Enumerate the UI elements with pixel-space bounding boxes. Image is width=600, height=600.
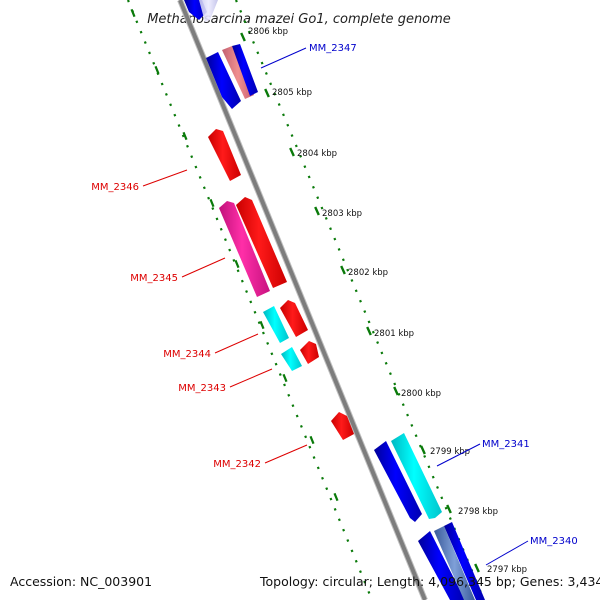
gene-label-leader [229,368,273,388]
map-title: Methanosarcina mazei Go1, complete genom… [147,12,451,27]
gene-label[interactable]: MM_2344 [163,349,211,360]
gene-label[interactable]: MM_2342 [213,459,261,470]
gene-label-leader [485,540,529,566]
feature-arrow[interactable] [281,347,302,371]
scale-tick-label: 2806 kbp [248,27,288,37]
feature-arrow[interactable] [199,0,218,22]
cds-arrow[interactable] [280,300,308,337]
scale-tick [366,326,372,336]
genome-summary-text: Topology: circular; Length: 4,096,345 bp… [260,574,600,589]
scale-tick-label: 2798 kbp [458,507,498,517]
scale-tick-label: 2802 kbp [348,268,388,278]
scale-tick [314,206,320,216]
tick-track-outer [126,0,371,594]
feature-track [184,0,485,600]
scale-tick-label: 2800 kbp [401,389,441,399]
gene-label-leader [214,333,259,354]
gene-label-leader [436,443,481,467]
track-tick [309,435,315,445]
cds-arrow[interactable] [444,522,485,600]
scale-tick [474,563,480,573]
scale-tick [240,32,246,42]
track-tick [333,492,339,502]
gene-label[interactable]: MM_2343 [178,383,226,394]
scale-tick-label: 2805 kbp [272,88,312,98]
feature-arrow[interactable] [222,46,254,99]
accession-text: Accession: NC_003901 [10,574,153,589]
scale-ticks: 2806 kbp 2805 kbp 2804 kbp 2803 kbp 2802 kbp… [130,8,527,575]
cds-arrow[interactable] [418,531,465,600]
gene-label-leader [142,169,188,187]
track-tick [182,131,188,141]
cds-arrow[interactable] [232,44,258,96]
scale-tick-label: 2803 kbp [322,209,362,219]
track-tick [234,259,240,269]
gene-label[interactable]: MM_2345 [130,273,178,284]
gene-label[interactable]: MM_2340 [530,536,578,547]
track-tick [130,8,136,18]
cds-arrow[interactable] [331,412,354,440]
scale-tick [393,386,399,396]
gene-label[interactable]: MM_2347 [309,43,357,54]
feature-arrow[interactable] [219,201,270,297]
scale-tick-label: 2801 kbp [374,329,414,339]
gene-label-leader [181,257,226,278]
scale-tick-label: 2797 kbp [487,565,527,575]
cds-arrow[interactable] [206,52,241,109]
scale-tick [420,445,426,455]
feature-arrow[interactable] [434,526,475,600]
scale-tick [446,504,452,514]
cds-arrow[interactable] [374,441,422,522]
gene-label-leader [264,444,308,464]
genome-backbone [177,0,428,600]
tick-track-inner [234,0,482,593]
gene-label-leader [260,47,307,69]
gene-labels: MM_2347 MM_2341 MM_2340 MM_2346 MM_2345 MM_23… [91,43,578,566]
feature-arrow[interactable] [263,306,289,343]
scale-tick [264,88,270,98]
scale-tick-label: 2804 kbp [297,149,337,159]
scale-tick-label: 2799 kbp [430,447,470,457]
cds-arrow[interactable] [300,341,319,364]
track-tick [154,65,160,75]
track-tick [282,373,288,383]
track-tick [259,320,265,330]
feature-arrow[interactable] [391,433,442,519]
gene-label[interactable]: MM_2346 [91,182,139,193]
gene-label[interactable]: MM_2341 [482,439,530,450]
cds-arrow[interactable] [208,129,241,181]
track-tick [209,198,215,208]
cds-arrow[interactable] [236,197,287,288]
scale-tick [289,147,295,157]
scale-tick [340,265,346,275]
